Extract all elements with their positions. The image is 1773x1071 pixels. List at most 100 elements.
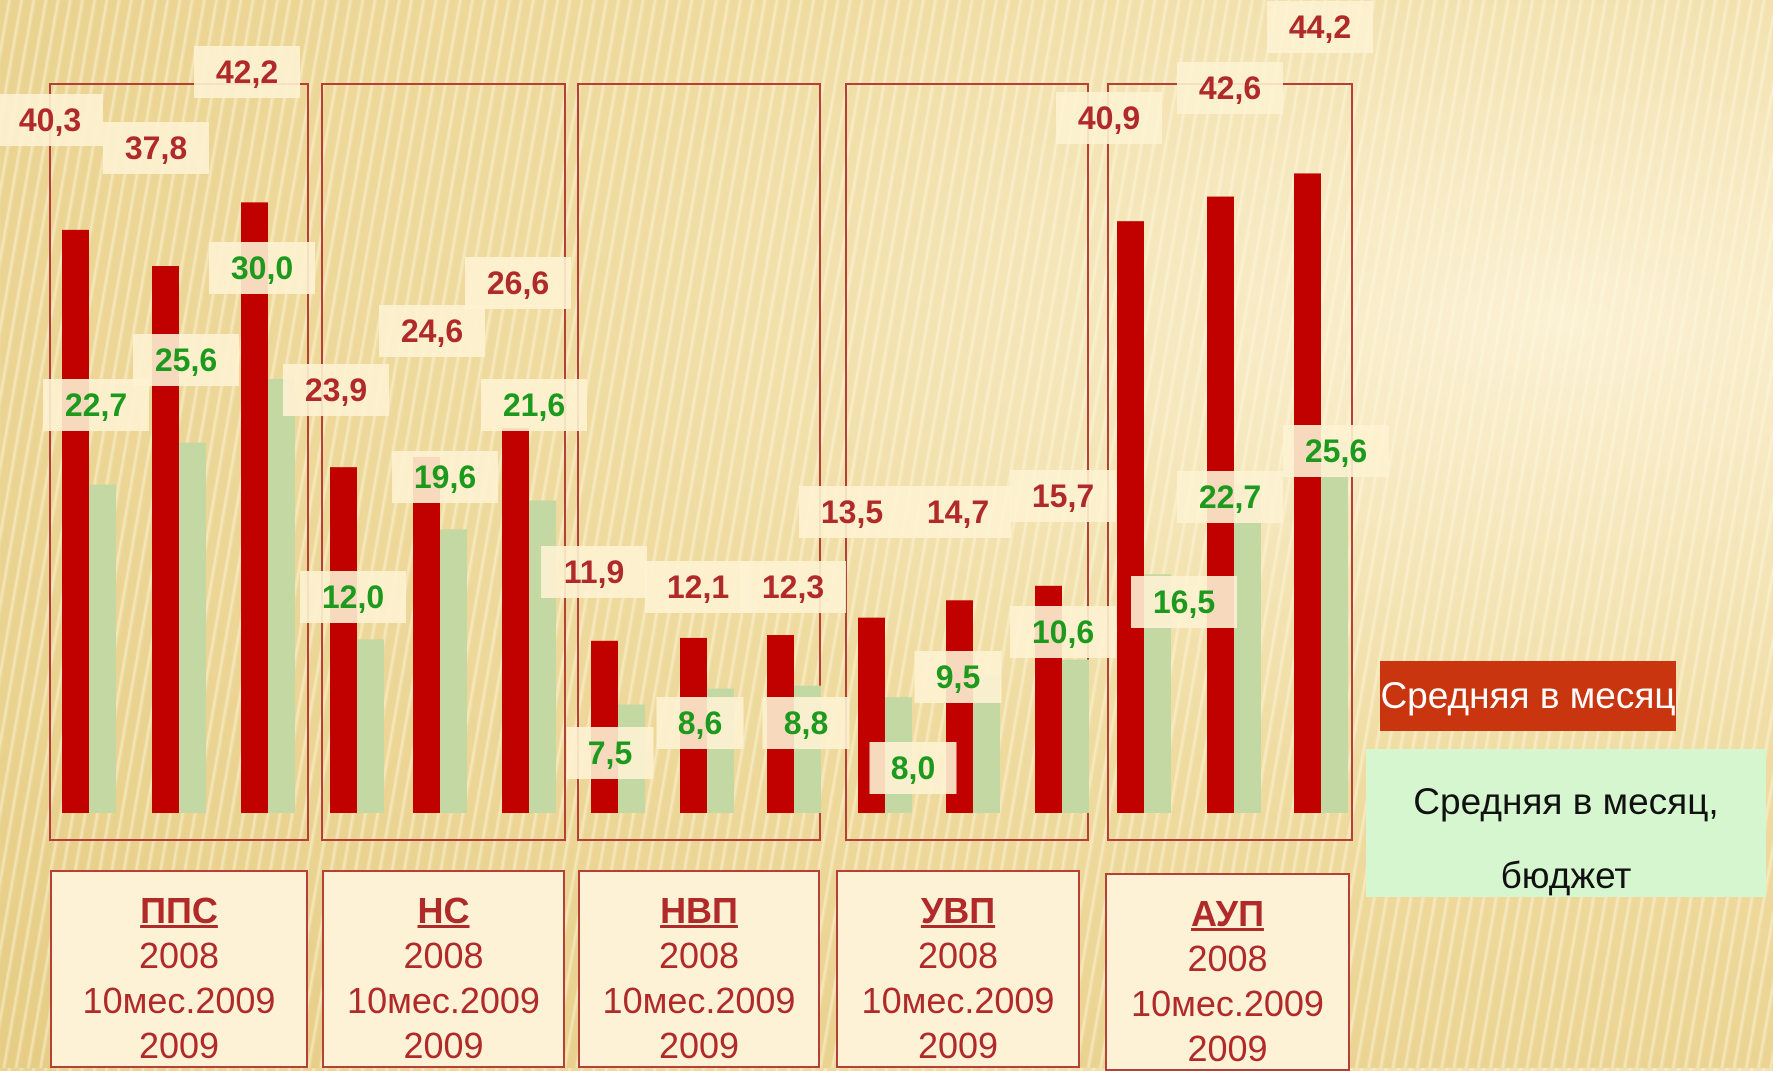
data-label-green: 25,6: [1305, 433, 1367, 469]
period-label: 2009: [917, 1025, 999, 1066]
data-label-plate: [1283, 425, 1389, 477]
data-label-plate: [645, 561, 751, 613]
data-label-plate: [905, 486, 1011, 538]
period-label: 10мес.2009: [82, 980, 276, 1021]
data-label-plate: [869, 742, 957, 794]
period-label: 10мес.2009: [602, 980, 796, 1021]
period-label: 10мес.2009: [861, 980, 1055, 1021]
bar-green: [89, 484, 116, 813]
period-label: 2008: [1187, 938, 1268, 979]
data-label-plate: [481, 379, 587, 431]
data-label-plate: [392, 451, 498, 503]
data-label-red: 13,5: [821, 494, 883, 530]
data-label-green: 16,5: [1153, 584, 1215, 620]
data-label-green: 7,5: [588, 735, 632, 771]
category-box-pps: ППС 2008 10мес.2009 2009: [50, 870, 308, 1068]
period-label: 10мес.2009: [347, 980, 540, 1021]
data-label-plate: [1010, 606, 1116, 658]
category-box-nvp: НВП 2008 10мес.2009 2009: [578, 870, 820, 1068]
bar-green: [440, 529, 467, 813]
category-box-ns: НС 2008 10мес.2009 2009: [322, 870, 565, 1068]
data-label-plate: [762, 697, 850, 749]
bar-red: [413, 457, 440, 813]
data-label-plate: [1177, 62, 1283, 114]
data-label-plate: [740, 561, 846, 613]
category-name: УВП: [920, 890, 996, 931]
data-label-plate: [465, 257, 571, 309]
legend-label: Средняя в месяц: [1380, 675, 1676, 716]
data-label-plate: [1131, 576, 1237, 628]
data-label-plate: [209, 242, 315, 294]
legend-label-line1: Средняя в месяц,: [1413, 781, 1719, 822]
legend-item-monthly-average: Средняя в месяц: [1380, 661, 1676, 731]
category-name: НС: [417, 890, 470, 931]
data-label-red: 11,9: [564, 554, 625, 590]
data-label-green: 8,0: [891, 750, 935, 786]
data-label-plate: [0, 94, 103, 146]
data-label-green: 10,6: [1032, 614, 1094, 650]
data-label-red: 37,8: [125, 130, 187, 166]
bar-green: [1234, 484, 1261, 813]
data-label-red: 44,2: [1289, 9, 1351, 45]
bar-green: [179, 442, 206, 813]
data-label-plate: [799, 486, 905, 538]
data-label-plate: [300, 571, 406, 623]
data-label-red: 26,6: [487, 265, 549, 301]
data-label-green: 19,6: [414, 459, 476, 495]
data-label-plate: [103, 122, 209, 174]
group-frame-4: [845, 83, 1089, 841]
data-label-red: 40,9: [1078, 100, 1140, 136]
category-name: ППС: [140, 890, 218, 931]
data-label-red: 42,2: [216, 54, 278, 90]
data-label-green: 25,6: [155, 342, 217, 378]
data-label-green: 30,0: [231, 250, 293, 286]
data-label-plate: [566, 727, 654, 779]
data-label-plate: [1267, 1, 1373, 53]
period-label: 2009: [403, 1025, 484, 1066]
data-label-plate: [194, 46, 300, 98]
data-label-plate: [1177, 471, 1283, 523]
group-frame-1: [49, 83, 309, 841]
category-name: АУП: [1191, 893, 1264, 934]
data-label-green: 22,7: [65, 387, 127, 423]
data-label-red: 24,6: [401, 313, 463, 349]
bar-green: [1321, 442, 1348, 813]
data-label-plate: [1056, 92, 1162, 144]
period-label: 2009: [1187, 1028, 1268, 1069]
data-label-red: 23,9: [305, 372, 367, 408]
category-box-uvp: УВП 2008 10мес.2009 2009: [836, 870, 1080, 1068]
bar-red: [591, 640, 618, 813]
data-label-red: 12,1: [667, 569, 729, 605]
bar-red: [330, 467, 357, 813]
data-label-plate: [541, 546, 647, 598]
data-label-red: 12,3: [762, 569, 824, 605]
data-label-red: 15,7: [1032, 478, 1094, 514]
data-label-green: 22,7: [1199, 479, 1261, 515]
data-label-red: 14,7: [927, 494, 989, 530]
data-label-green: 8,8: [784, 705, 828, 741]
bar-red: [1294, 173, 1321, 813]
data-label-plate: [133, 334, 239, 386]
data-label-green: 21,6: [503, 387, 565, 423]
bar-red: [241, 202, 268, 814]
data-label-red: 42,6: [1199, 70, 1261, 106]
bar-red: [502, 428, 529, 813]
data-label-plate: [283, 364, 389, 416]
bar-green: [1062, 659, 1089, 813]
data-label-red: 40,3: [19, 102, 81, 138]
data-label-plate: [379, 305, 485, 357]
data-label-plate: [43, 379, 149, 431]
period-label: 2008: [658, 935, 740, 976]
data-label-green: 12,0: [322, 579, 384, 615]
period-label: 2008: [138, 935, 220, 976]
bar-green: [268, 378, 295, 813]
bar-red: [1117, 221, 1144, 813]
legend-label-line2: бюджет: [1500, 855, 1632, 896]
bar-red: [62, 229, 89, 813]
period-label: 10мес.2009: [1131, 983, 1324, 1024]
category-box-aup: АУП 2008 10мес.2009 2009: [1105, 873, 1350, 1071]
period-label: 2008: [917, 935, 999, 976]
period-label: 2008: [403, 935, 484, 976]
data-label-plate: [656, 697, 744, 749]
